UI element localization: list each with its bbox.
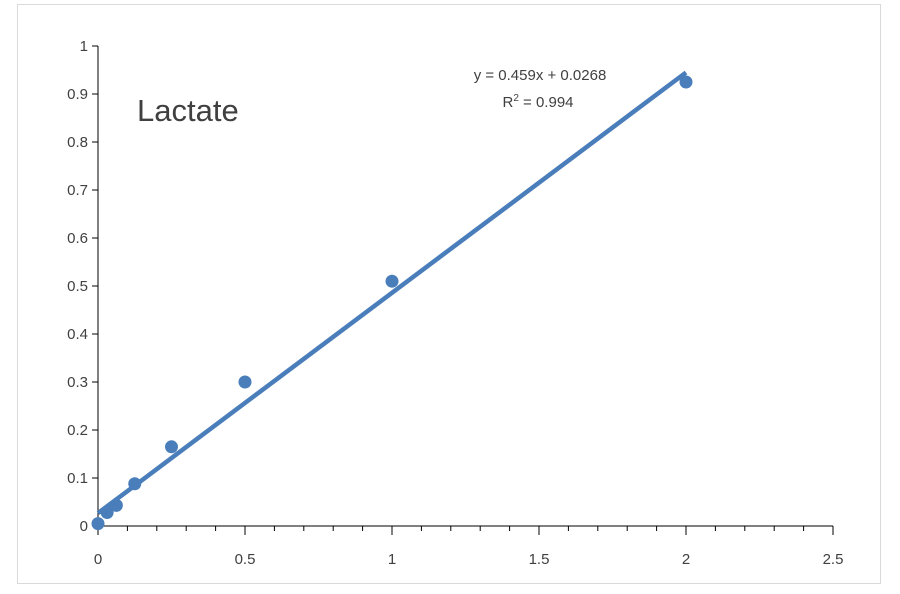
y-tick-label: 0.2 xyxy=(67,422,88,439)
trendline xyxy=(96,70,688,515)
data-point xyxy=(100,506,114,520)
chart-frame xyxy=(17,4,881,584)
data-point xyxy=(109,498,123,512)
y-tick-label: 0.3 xyxy=(67,374,88,391)
data-point xyxy=(679,75,693,89)
x-tick-label: 2 xyxy=(682,551,690,568)
r-squared-label: R2 = 0.994 xyxy=(502,93,573,111)
r-squared-r: R xyxy=(502,94,513,111)
trendline-group xyxy=(96,70,688,515)
data-point xyxy=(91,517,105,531)
data-point xyxy=(238,375,252,389)
x-tick-label: 0.5 xyxy=(235,551,256,568)
y-tick-label: 1 xyxy=(80,38,88,55)
x-tick-label: 2.5 xyxy=(823,551,844,568)
y-axis-ticks: 0 0.1 0.2 0.3 0.4 0.5 0.6 0.7 0.8 0.9 1 xyxy=(67,38,98,535)
trendline-equation: y = 0.459x + 0.0268 xyxy=(474,67,607,84)
y-tick-label: 0.8 xyxy=(67,134,88,151)
x-axis-ticks: 0 0.5 1 1.5 2 2.5 xyxy=(94,526,844,568)
y-tick-label: 0.5 xyxy=(67,278,88,295)
data-point xyxy=(385,274,399,288)
chart-title: Lactate xyxy=(137,93,239,128)
y-tick-label: 0.7 xyxy=(67,182,88,199)
data-points xyxy=(91,75,693,531)
y-tick-label: 0.1 xyxy=(67,470,88,487)
r-squared-value: = 0.994 xyxy=(519,94,574,111)
y-tick-label: 0.4 xyxy=(67,326,88,343)
data-point xyxy=(165,440,178,454)
x-tick-label: 1.5 xyxy=(529,551,550,568)
y-tick-label: 0.9 xyxy=(67,86,88,103)
y-tick-label: 0 xyxy=(80,518,88,535)
r-squared-superscript: 2 xyxy=(513,93,519,104)
x-tick-label: 1 xyxy=(388,551,396,568)
data-point xyxy=(128,477,142,491)
y-tick-label: 0.6 xyxy=(67,230,88,247)
x-tick-label: 0 xyxy=(94,551,102,568)
